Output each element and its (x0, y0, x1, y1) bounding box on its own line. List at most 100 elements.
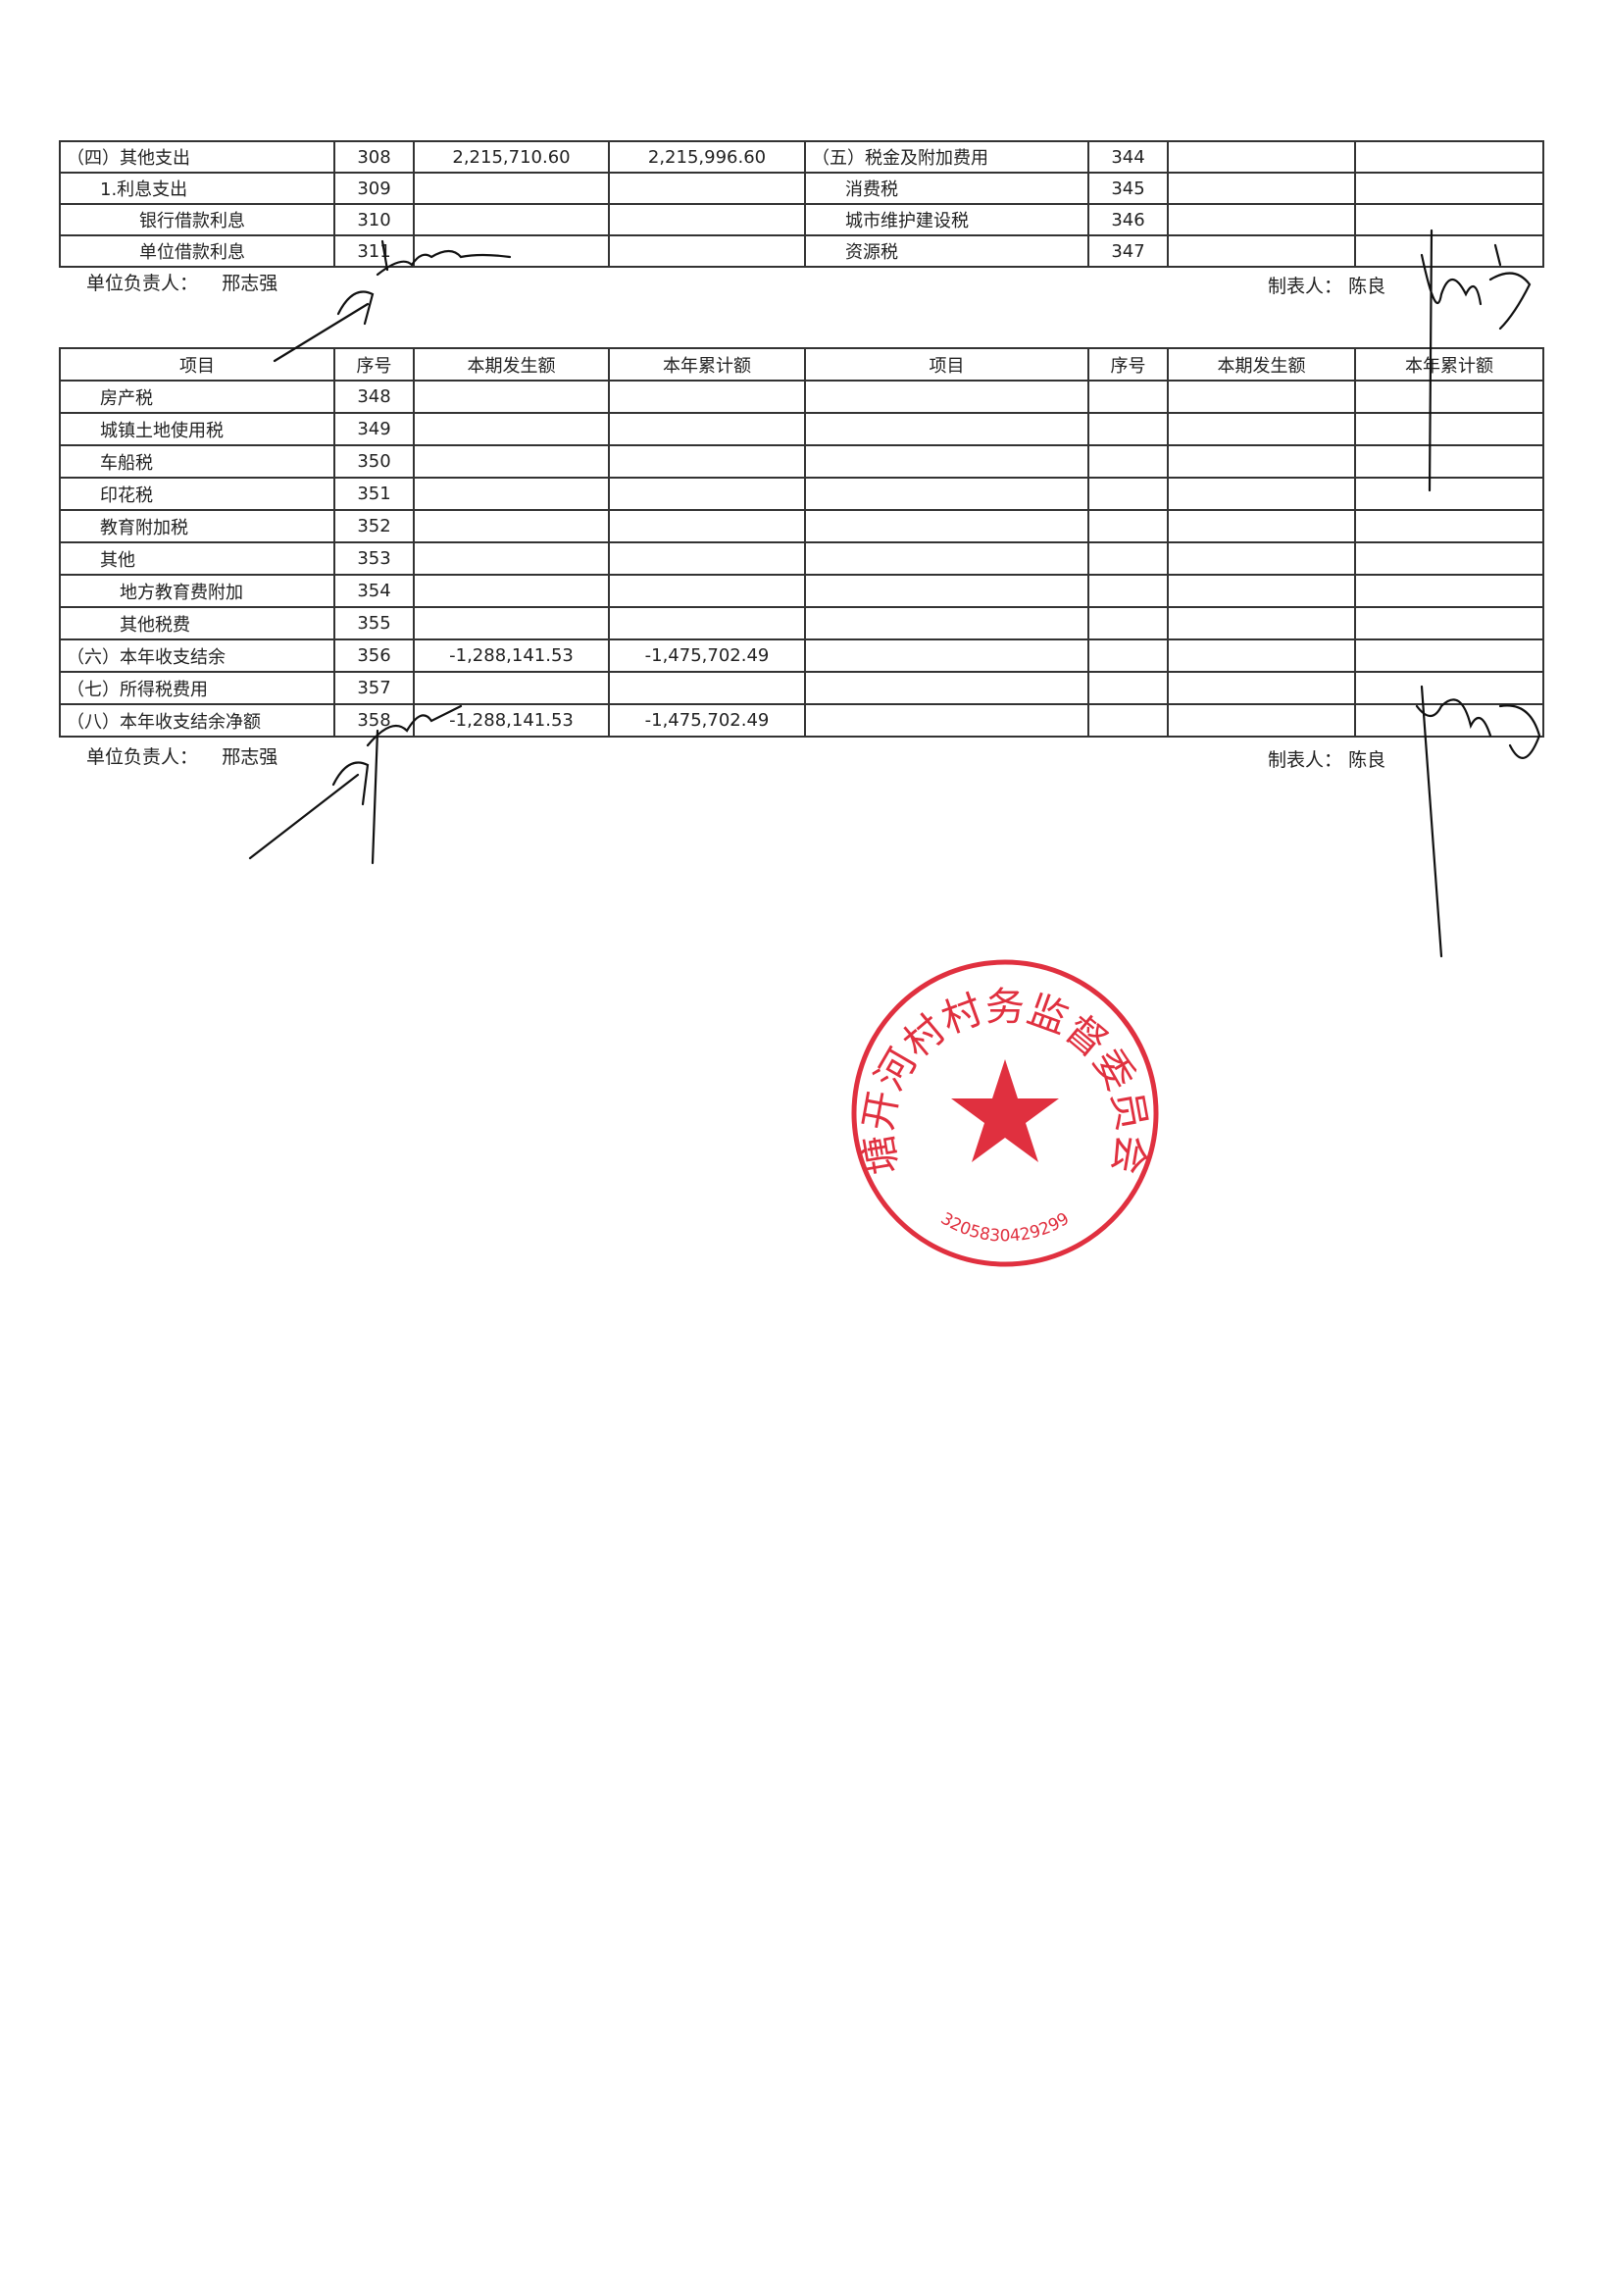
seq-cell: 358 (333, 703, 415, 738)
empty-cell (1167, 444, 1356, 479)
empty-cell (1167, 671, 1356, 705)
current-amount-cell (413, 380, 610, 414)
table-row: 1.利息支出 309 消费税 345 (59, 172, 1544, 205)
seq-cell: 309 (333, 172, 415, 205)
column-header: 本年累计额 (1354, 347, 1544, 382)
signature-unit-head-1 (273, 239, 512, 363)
table-row: （六）本年收支结余 356 -1,288,141.53 -1,475,702.49 (59, 638, 1544, 673)
item-cell: 1.利息支出 (59, 172, 335, 205)
preparer-footer-1: 制表人： 陈良 (1268, 272, 1385, 298)
table-row: （八）本年收支结余净额 358 -1,288,141.53 -1,475,702.49 (59, 703, 1544, 738)
ytd-amount-cell: -1,475,702.49 (608, 638, 806, 673)
item-cell: 其他税费 (59, 606, 335, 640)
current-amount-cell (413, 412, 610, 446)
table-row: （四）其他支出 308 2,215,710.60 2,215,996.60 （五）税金及… (59, 140, 1544, 174)
empty-cell (1354, 606, 1544, 640)
seq-cell: 345 (1087, 172, 1169, 205)
empty-cell (1354, 574, 1544, 608)
table-row: 地方教育费附加 354 (59, 574, 1544, 608)
empty-cell (1354, 444, 1544, 479)
seq-cell: 355 (333, 606, 415, 640)
seq-cell: 346 (1087, 203, 1169, 236)
table-row: 车船税 350 (59, 444, 1544, 479)
current-amount-cell (1167, 234, 1356, 268)
column-header: 本年累计额 (608, 347, 806, 382)
empty-cell (1167, 412, 1356, 446)
item-cell: 教育附加税 (59, 509, 335, 543)
empty-cell (804, 509, 1089, 543)
seq-cell: 310 (333, 203, 415, 236)
ytd-amount-cell (1354, 203, 1544, 236)
signature-preparer-1 (1420, 229, 1532, 492)
seq-cell: 356 (333, 638, 415, 673)
preparer-label: 制表人： (1268, 749, 1343, 771)
seal-ring (851, 959, 1159, 1267)
empty-cell (1354, 703, 1544, 738)
empty-cell (804, 477, 1089, 511)
empty-cell (804, 541, 1089, 576)
ytd-amount-cell (608, 477, 806, 511)
unit-head-name: 邢志强 (222, 746, 278, 768)
ytd-amount-cell: 2,215,996.60 (608, 140, 806, 174)
unit-head-label: 单位负责人： (86, 273, 199, 294)
empty-cell (1087, 477, 1169, 511)
empty-cell (804, 703, 1089, 738)
table-row: （七）所得税费用 357 (59, 671, 1544, 705)
seq-cell: 308 (333, 140, 415, 174)
current-amount-cell: 2,215,710.60 (413, 140, 610, 174)
unit-head-name: 邢志强 (222, 273, 278, 294)
table-row: 城镇土地使用税 349 (59, 412, 1544, 446)
table-row: 其他税费 355 (59, 606, 1544, 640)
ytd-amount-cell (608, 574, 806, 608)
current-amount-cell: -1,288,141.53 (413, 638, 610, 673)
empty-cell (1087, 509, 1169, 543)
table-row: 房产税 348 (59, 380, 1544, 414)
unit-head-label: 单位负责人： (86, 746, 199, 768)
preparer-name: 陈良 (1348, 749, 1386, 771)
empty-cell (804, 574, 1089, 608)
empty-cell (1167, 541, 1356, 576)
current-amount-cell (413, 444, 610, 479)
current-amount-cell (1167, 203, 1356, 236)
empty-cell (1087, 638, 1169, 673)
empty-cell (1167, 703, 1356, 738)
unit-head-footer-2: 单位负责人： 邢志强 (86, 742, 277, 769)
preparer-footer-2: 制表人： 陈良 (1268, 745, 1385, 772)
item-cell: 城市维护建设税 (804, 203, 1089, 236)
empty-cell (1087, 574, 1169, 608)
table-row: 银行借款利息 310 城市维护建设税 346 (59, 203, 1544, 236)
unit-head-footer-1: 单位负责人： 邢志强 (86, 269, 277, 295)
signature-unit-head-2 (248, 704, 463, 865)
seq-cell: 347 (1087, 234, 1169, 268)
empty-cell (804, 412, 1089, 446)
item-cell: （八）本年收支结余净额 (59, 703, 335, 738)
seal-code: 3205830429299 (937, 1209, 1073, 1247)
empty-cell (1354, 509, 1544, 543)
ytd-amount-cell (608, 509, 806, 543)
empty-cell (1087, 412, 1169, 446)
tax-table-top: （四）其他支出 308 2,215,710.60 2,215,996.60 （五）税金及… (59, 140, 1544, 268)
seq-cell: 344 (1087, 140, 1169, 174)
seq-cell: 350 (333, 444, 415, 479)
seq-cell: 352 (333, 509, 415, 543)
ytd-amount-cell (608, 380, 806, 414)
item-cell: （六）本年收支结余 (59, 638, 335, 673)
seq-cell: 353 (333, 541, 415, 576)
ytd-amount-cell (608, 172, 806, 205)
official-seal: 塘开河村村务监督委员会 3205830429299 (851, 959, 1159, 1267)
empty-cell (1354, 638, 1544, 673)
empty-cell (1087, 380, 1169, 414)
empty-cell (1167, 509, 1356, 543)
ytd-amount-cell (608, 606, 806, 640)
table-row: 其他 353 (59, 541, 1544, 576)
handwritten-signatures (248, 229, 1541, 958)
column-header: 序号 (1087, 347, 1169, 382)
empty-cell (1087, 703, 1169, 738)
item-cell: 消费税 (804, 172, 1089, 205)
seq-cell: 351 (333, 477, 415, 511)
preparer-name: 陈良 (1348, 276, 1386, 297)
empty-cell (804, 671, 1089, 705)
item-cell: 单位借款利息 (59, 234, 335, 268)
empty-cell (1167, 606, 1356, 640)
empty-cell (804, 606, 1089, 640)
